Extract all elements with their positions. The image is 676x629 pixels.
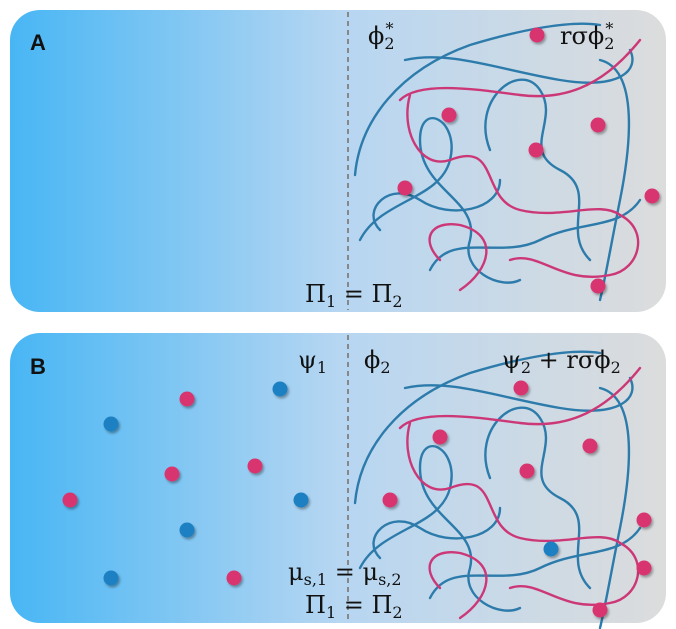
particle (591, 279, 606, 294)
label-sup: * (605, 19, 613, 38)
panel-letter: A (30, 30, 46, 55)
panel-a (10, 10, 666, 312)
label-sub: 2 (392, 603, 402, 622)
math-label: ψ2 + rσϕ2 (502, 346, 621, 377)
particle (273, 382, 288, 397)
label-sub: 2 (380, 358, 390, 377)
panel-letter: B (30, 354, 46, 379)
particle (180, 392, 195, 407)
particle (591, 118, 606, 133)
particle (442, 108, 457, 123)
particle (398, 181, 413, 196)
particle (637, 561, 652, 576)
particle (104, 571, 119, 586)
label-main: = μ (327, 558, 378, 586)
particle (530, 28, 545, 43)
particle (180, 523, 195, 538)
label-main: ψ (502, 346, 521, 374)
math-label: Π1 = Π2 (305, 280, 403, 311)
particle (544, 542, 559, 557)
particle (514, 381, 529, 396)
particle (63, 493, 78, 508)
label-sub: 2 (392, 292, 402, 311)
particle (165, 467, 180, 482)
figure: Aϕ2*rσϕ2*Π1 = Π2Bψ1ϕ2ψ2 + rσϕ2μs,1 = μs,… (0, 0, 676, 629)
label-main: ψ (298, 346, 317, 374)
particle (529, 143, 544, 158)
label-sup: * (386, 19, 394, 38)
label-sub: 1 (317, 358, 327, 377)
math-label: ϕ2* (368, 19, 395, 52)
particle (593, 603, 608, 618)
particle (248, 459, 263, 474)
particle (645, 189, 660, 204)
label-sub: s,2 (378, 570, 401, 589)
label-main: = Π (336, 591, 392, 619)
label-sub: 2 (521, 358, 531, 377)
label-main: Π (305, 280, 326, 308)
label-sub: s,1 (304, 570, 327, 589)
particle (637, 513, 652, 528)
label-sub: 1 (326, 292, 336, 311)
label-main: rσϕ (560, 22, 604, 50)
label-main: ϕ (368, 22, 384, 50)
particle (294, 493, 309, 508)
particle (520, 464, 535, 479)
math-label: Π1 = Π2 (305, 591, 403, 622)
label-main: Π (305, 591, 326, 619)
particle (104, 417, 119, 432)
label-main: ϕ (364, 346, 380, 374)
label-sub: 2 (611, 358, 621, 377)
particle (583, 439, 598, 454)
label-sub: 1 (326, 603, 336, 622)
label-main: μ (288, 558, 304, 586)
math-label: rσϕ2* (560, 19, 614, 52)
page: {"panels": [ {"letter": "A", "labels": [… (0, 0, 676, 629)
label-main: = Π (336, 280, 392, 308)
particle (383, 493, 398, 508)
label-main: + rσϕ (531, 346, 611, 374)
particle (433, 430, 448, 445)
particle (227, 571, 242, 586)
